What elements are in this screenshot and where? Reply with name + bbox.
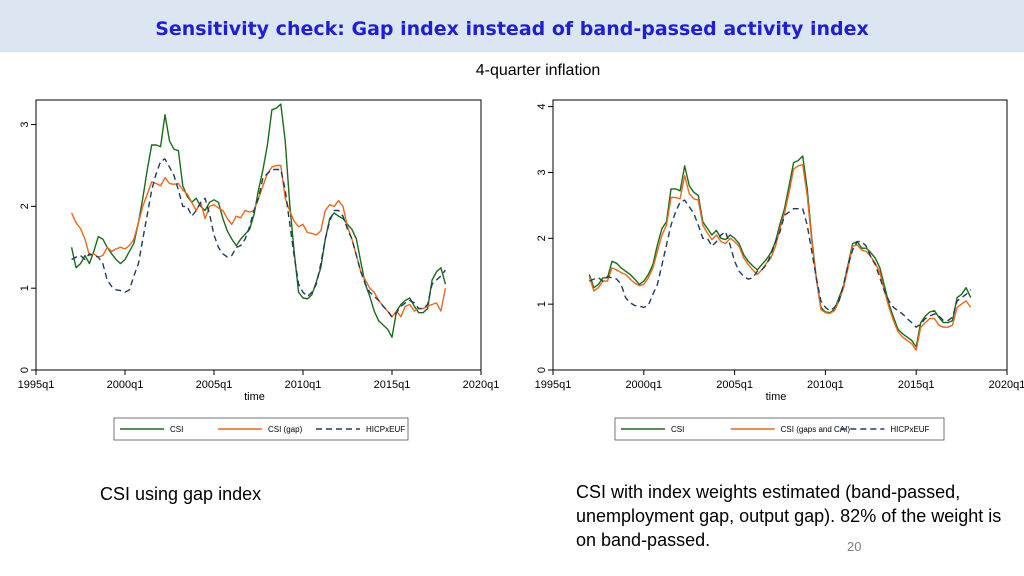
y-tick-label: 3 — [536, 169, 548, 175]
legend-label: HICPxEUF — [366, 425, 405, 434]
legend-label: CSI (gap) — [268, 425, 303, 434]
series-line-hicpxeuf — [71, 158, 446, 318]
x-tick-label: 2010q1 — [285, 379, 322, 391]
legend-label: HICPxEUF — [890, 425, 929, 434]
y-tick-label: 4 — [536, 104, 548, 110]
x-tick-label: 1995q1 — [18, 379, 55, 391]
plot-frame — [552, 99, 1008, 371]
legend-label: CSI — [170, 425, 183, 434]
x-tick-label: 2000q1 — [107, 379, 144, 391]
y-tick-label: 0 — [536, 367, 548, 373]
chart-right: 0 1 2 3 4 1995q1 2000q1 2005q1 2010q1 2015q1 2020q… — [535, 99, 1024, 441]
x-tick-label: 2015q1 — [374, 379, 411, 391]
legend-label: CSI — [671, 425, 684, 434]
title-bar: Sensitivity check: Gap index instead of … — [0, 0, 1024, 52]
series-line-csi-gaps-and-cai- — [588, 163, 972, 351]
slide-title: Sensitivity check: Gap index instead of … — [155, 18, 869, 40]
x-tick-label: 2015q1 — [898, 379, 935, 391]
x-axis-title: time — [766, 391, 787, 403]
series-line-csi — [70, 103, 447, 338]
y-tick-label: 2 — [19, 203, 31, 209]
series-line-csi — [588, 155, 972, 348]
x-axis-title: time — [244, 391, 265, 403]
page-number: 20 — [847, 539, 862, 554]
legend-box — [614, 417, 945, 441]
x-tick-label: 2020q1 — [989, 379, 1024, 391]
slide-subtitle: 4-quarter inflation — [475, 62, 601, 79]
y-tick-label: 1 — [19, 285, 31, 291]
legend-label: CSI (gaps and CAI) — [781, 425, 851, 434]
y-tick-label: 2 — [536, 235, 548, 241]
plot-frame — [35, 99, 482, 371]
y-tick-label: 0 — [19, 367, 31, 373]
x-tick-label: 2010q1 — [807, 379, 844, 391]
y-tick-label: 1 — [536, 301, 548, 307]
x-tick-label: 2020q1 — [463, 379, 500, 391]
x-tick-label: 1995q1 — [535, 379, 572, 391]
x-tick-label: 2005q1 — [196, 379, 233, 391]
x-tick-label: 2005q1 — [716, 379, 753, 391]
caption-left: CSI using gap index — [100, 484, 262, 504]
caption-right: CSI with index weights estimated (band-p… — [576, 482, 1002, 550]
x-tick-label: 2000q1 — [625, 379, 662, 391]
chart-left: 0 1 2 3 1995q1 2000q1 2005q1 2010q1 2015q1 2020q1… — [18, 99, 500, 441]
series-line-hicpxeuf — [589, 199, 972, 328]
y-tick-label: 3 — [19, 121, 31, 127]
